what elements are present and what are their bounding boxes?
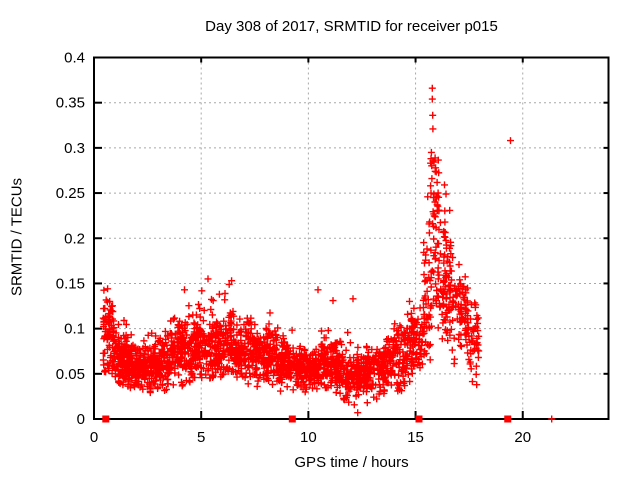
y-tick-label: 0.25	[56, 185, 85, 202]
x-tick-label: 5	[197, 429, 205, 446]
y-tick-label: 0.2	[64, 230, 85, 247]
y-tick-label: 0.1	[64, 321, 85, 338]
x-tick-label: 15	[407, 429, 424, 446]
zero-flag-square	[415, 415, 423, 423]
y-tick-label: 0.05	[56, 366, 85, 383]
zero-flag-square	[102, 415, 110, 423]
zero-flag-markers	[102, 415, 512, 423]
zero-flag-square	[504, 415, 512, 423]
y-tick-label: 0.4	[64, 50, 85, 67]
x-tick-label: 0	[90, 429, 98, 446]
y-tick-label: 0.35	[56, 95, 85, 112]
x-tick-label: 10	[300, 429, 317, 446]
x-axis-label: GPS time / hours	[294, 454, 409, 471]
y-tick-label: 0.3	[64, 140, 85, 157]
y-tick-label: 0	[77, 411, 85, 428]
y-tick-label: 0.15	[56, 275, 85, 292]
x-tick-label: 20	[514, 429, 531, 446]
plot-border	[93, 56, 610, 420]
zero-flag-square	[288, 415, 296, 423]
chart-title: Day 308 of 2017, SRMTID for receiver p01…	[205, 18, 498, 35]
scatter-points	[99, 84, 556, 423]
tick-labels: 0 5 10 15 20 0 0.05 0.1 0.15 0.2 0.25 0.3 0.35 0.4	[56, 50, 531, 447]
